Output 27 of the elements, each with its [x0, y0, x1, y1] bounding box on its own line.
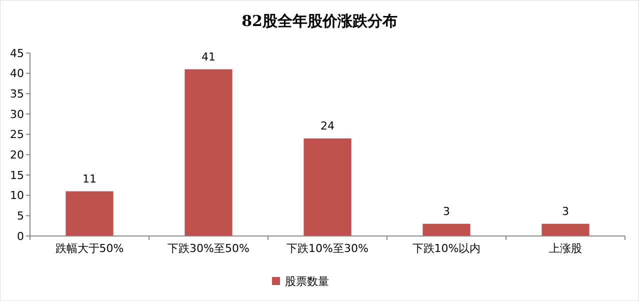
bar — [542, 224, 590, 236]
bar — [422, 224, 470, 236]
y-tick-label: 40 — [10, 67, 24, 80]
data-label: 41 — [202, 50, 216, 64]
data-label: 3 — [562, 204, 569, 218]
x-tick-label: 下跌30%至50% — [168, 242, 250, 255]
y-tick-label: 15 — [10, 168, 24, 182]
y-tick-label: 45 — [10, 46, 24, 60]
x-tick-label: 跌幅大于50% — [55, 242, 124, 255]
x-tick-label: 下跌10%以内 — [412, 242, 481, 255]
bar — [66, 191, 114, 236]
data-label: 3 — [443, 204, 450, 218]
data-label: 24 — [320, 119, 334, 132]
y-tick-label: 10 — [10, 189, 24, 202]
y-tick-label: 30 — [10, 108, 24, 121]
bar — [184, 69, 232, 236]
legend-label: 股票数量 — [285, 274, 329, 288]
x-tick-label: 上涨股 — [549, 242, 582, 255]
y-tick-label: 20 — [10, 148, 24, 162]
y-tick-label: 35 — [10, 88, 24, 101]
bar — [304, 138, 352, 236]
y-tick-label: 5 — [17, 210, 24, 223]
y-tick-label: 25 — [10, 128, 24, 142]
y-tick-label: 0 — [17, 230, 24, 243]
chart-title: 82股全年股价涨跌分布 — [242, 12, 398, 30]
x-tick-label: 下跌10%至30% — [286, 242, 368, 255]
data-label: 11 — [82, 172, 96, 186]
